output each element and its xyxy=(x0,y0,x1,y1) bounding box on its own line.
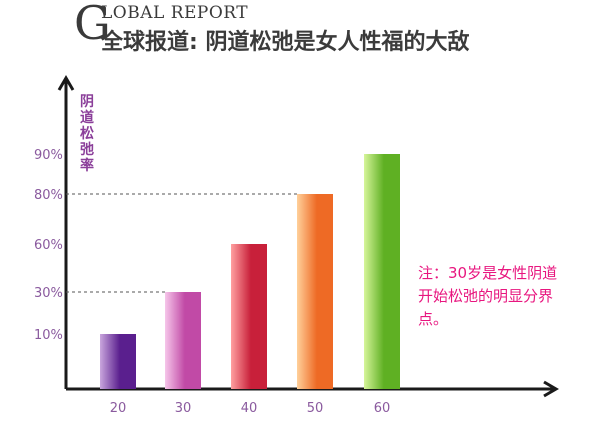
x-tick-label: 50 xyxy=(307,401,324,416)
bar xyxy=(165,292,201,389)
y-axis-arrow xyxy=(57,75,75,91)
bar xyxy=(231,244,267,389)
x-tick-label: 20 xyxy=(110,401,127,416)
page-title: 全球报道: 阴道松弛是女人性福的大敌 xyxy=(101,30,470,55)
y-tick-label: 80% xyxy=(34,188,63,203)
y-axis-label-char: 道 xyxy=(80,109,94,126)
y-axis-label-char: 松 xyxy=(80,125,94,142)
report-header: G LOBAL REPORT 全球报道: 阴道松弛是女人性福的大敌 xyxy=(0,0,603,60)
brand-initial: G xyxy=(74,0,111,50)
y-tick-label: 10% xyxy=(34,328,63,343)
bar xyxy=(364,154,400,389)
y-tick-label: 60% xyxy=(34,238,63,253)
bar xyxy=(100,334,136,389)
brand-name: LOBAL REPORT xyxy=(101,3,249,23)
x-tick-label: 60 xyxy=(374,401,391,416)
chart-annotation: 注：30岁是女性阴道开始松弛的明显分界点。 xyxy=(418,264,558,328)
y-tick-label: 30% xyxy=(34,286,63,301)
y-axis-label-char: 阴 xyxy=(80,94,94,110)
x-tick-label: 40 xyxy=(241,401,258,416)
y-axis-label-char: 率 xyxy=(80,157,94,174)
x-tick-label: 30 xyxy=(175,401,192,416)
y-tick-label: 90% xyxy=(34,148,63,163)
y-axis-label: 阴道松弛率 xyxy=(80,94,94,174)
x-axis-arrow xyxy=(543,380,559,398)
bar xyxy=(297,194,333,389)
y-axis-label-char: 弛 xyxy=(80,141,94,158)
